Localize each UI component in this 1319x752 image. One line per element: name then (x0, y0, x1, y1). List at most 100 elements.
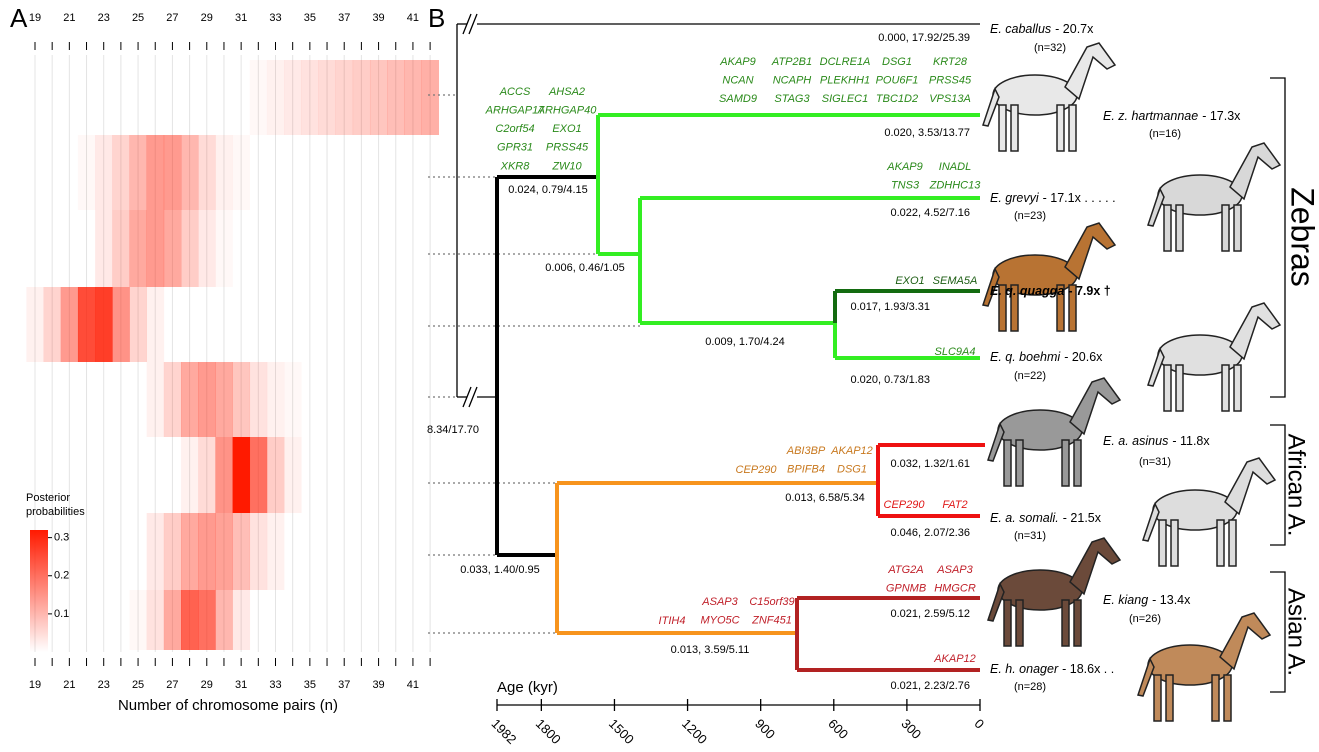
taxon-label: E. grevyi- 17.1x . . . . . (990, 191, 1116, 205)
heat-cell (353, 60, 370, 135)
taxon-name: E. a. somali. (990, 511, 1059, 525)
gene-label: DSG1 (837, 464, 867, 476)
taxon-n: (n=31) (1139, 456, 1171, 468)
taxon-name: E. h. onager (990, 662, 1059, 676)
heat-cell (233, 362, 250, 437)
heat-cell (422, 210, 439, 287)
x-tick-label: 27 (166, 12, 178, 24)
x-tick-label: 33 (269, 679, 281, 691)
branch-label: 0.021, 2.23/2.76 (890, 680, 970, 692)
heat-cell (370, 437, 387, 513)
x-tick-label: 31 (235, 12, 247, 24)
taxon-n: (n=26) (1129, 613, 1161, 625)
heat-cell (215, 437, 232, 513)
taxon-coverage: - 21.5x (1063, 511, 1102, 525)
heat-cell (26, 210, 43, 287)
heat-cell (250, 287, 267, 362)
heat-cell (147, 60, 164, 135)
heat-cell (164, 135, 181, 210)
heat-cell (112, 210, 129, 287)
heat-cell (95, 590, 112, 650)
heat-cell (95, 135, 112, 210)
heat-cell (164, 362, 181, 437)
gene-label: AKAP9 (719, 56, 755, 68)
taxon-label: E. caballus- 20.7x (990, 22, 1094, 36)
taxon-name: E. a. asinus (1103, 434, 1168, 448)
heat-cell (284, 287, 301, 362)
gene-label: TBC1D2 (876, 93, 918, 105)
heat-cell (422, 287, 439, 362)
taxon-n: (n=16) (1149, 128, 1181, 140)
heat-cell (181, 437, 198, 513)
heat-cell (78, 60, 95, 135)
heat-cell (301, 135, 318, 210)
x-tick-label: 39 (372, 12, 384, 24)
gene-label: DSG1 (882, 56, 912, 68)
branch-label: 0.020, 0.73/1.83 (850, 374, 930, 386)
heat-cell (198, 135, 215, 210)
heat-cell (301, 60, 318, 135)
taxon-name: E. kiang (1103, 593, 1148, 607)
gene-label: ABI3BP (786, 445, 826, 457)
heat-cell (353, 210, 370, 287)
heat-cell (353, 513, 370, 590)
gene-label: FAT2 (942, 499, 967, 511)
heat-cell (112, 437, 129, 513)
heat-cell (112, 590, 129, 650)
taxon-n: (n=23) (1014, 210, 1046, 222)
heat-cell (353, 135, 370, 210)
heat-cell (129, 60, 146, 135)
heat-cell (26, 135, 43, 210)
heat-cell (44, 60, 61, 135)
heat-cell (353, 362, 370, 437)
gene-label: NCAN (722, 75, 753, 87)
x-tick-label: 29 (201, 679, 213, 691)
heat-cell (422, 60, 439, 135)
taxon-name: E. q. boehmi (990, 350, 1061, 364)
x-tick-label: 300 (898, 716, 924, 742)
branch-label: 0.013, 6.58/5.34 (785, 492, 865, 504)
taxon-label: E. q. boehmi- 20.6x (990, 350, 1103, 364)
heat-cell (44, 210, 61, 287)
taxon-coverage: - 17.1x . . . . . (1043, 191, 1116, 205)
heat-cell (267, 513, 284, 590)
heat-cell (284, 513, 301, 590)
heat-cell (404, 135, 421, 210)
gene-label: GPNMB (886, 583, 926, 595)
heat-cell (404, 590, 421, 650)
gene-label: KRT28 (933, 56, 968, 68)
heat-cell (147, 287, 164, 362)
taxon-name: E. caballus (990, 22, 1051, 36)
heat-cell (301, 362, 318, 437)
x-tick-label: 1800 (533, 716, 564, 747)
heat-cell (198, 287, 215, 362)
colorbar-tick-label: 0.3 (54, 532, 69, 544)
x-tick-label: 25 (132, 12, 144, 24)
heat-cell (95, 210, 112, 287)
x-tick-label: 23 (98, 679, 110, 691)
taxon-coverage: - 18.6x . . (1062, 662, 1114, 676)
heat-cell (164, 513, 181, 590)
heat-cell (250, 362, 267, 437)
heat-cell (78, 362, 95, 437)
gene-label: CEP290 (884, 499, 926, 511)
heat-cell (26, 287, 43, 362)
heat-cell (301, 513, 318, 590)
heat-cell (404, 513, 421, 590)
heat-cell (284, 437, 301, 513)
colorbar (30, 530, 48, 652)
branch-label: 0.006, 0.46/1.05 (545, 262, 625, 274)
heatmap: 1919212123232525272729293131333335353737… (26, 12, 439, 691)
colorbar-tick-label: 0.2 (54, 570, 69, 582)
gene-label: PRSS45 (929, 75, 972, 87)
heat-cell (112, 287, 129, 362)
heat-cell (198, 210, 215, 287)
heat-cell (387, 590, 404, 650)
heat-cell (422, 513, 439, 590)
heat-cell (370, 513, 387, 590)
heat-cell (370, 210, 387, 287)
heat-cell (95, 362, 112, 437)
heat-cell (301, 437, 318, 513)
heat-cell (78, 513, 95, 590)
heat-cell (250, 437, 267, 513)
